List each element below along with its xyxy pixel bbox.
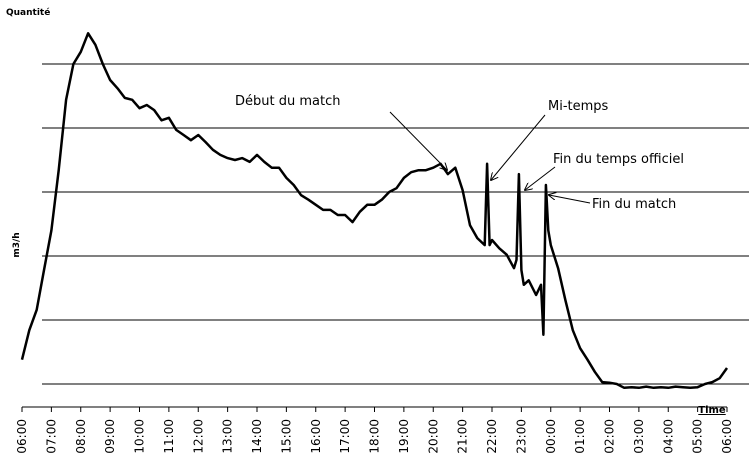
annotation-arrow: [525, 166, 556, 190]
x-axis-label: Time: [698, 405, 726, 416]
annotation: Mi-temps: [548, 99, 609, 114]
x-tick-label: 11:00: [162, 419, 176, 454]
x-tick-label: 20:00: [426, 419, 440, 454]
x-tick-label: 22:00: [485, 419, 499, 454]
x-tick-label: 12:00: [191, 419, 205, 454]
x-tick-label: 02:00: [603, 419, 617, 454]
x-tick-label: 14:00: [250, 419, 264, 454]
x-tick-label: 04:00: [661, 419, 675, 454]
x-tick-label: 10:00: [133, 419, 147, 454]
x-tick-label: 06:00: [720, 419, 734, 454]
x-tick-label: 13:00: [221, 419, 235, 454]
x-tick-label: 09:00: [103, 419, 117, 454]
annotations: Début du match Mi-temps Fin du temps off…: [235, 94, 684, 212]
x-tick-label: 03:00: [632, 419, 646, 454]
annotation-arrow: [389, 111, 447, 170]
annotation: Début du match: [235, 94, 340, 109]
x-tick-label: 18:00: [368, 419, 382, 454]
x-tick-label: 05:00: [691, 419, 705, 454]
annotation-arrow: [549, 195, 591, 204]
x-tick-label: 06:00: [15, 419, 29, 454]
x-tick-label: 07:00: [44, 419, 58, 454]
chart-title: Quantité: [6, 7, 50, 18]
y-axis-label: m3/h: [12, 232, 22, 257]
x-tick-label: 19:00: [397, 419, 411, 454]
annotation: Fin du match: [592, 197, 676, 212]
x-tick-label: 00:00: [544, 419, 558, 454]
x-tick-label: 08:00: [74, 419, 88, 454]
x-tick-label: 21:00: [456, 419, 470, 454]
x-tick-label: 23:00: [514, 419, 528, 454]
x-tick-label: 01:00: [573, 419, 587, 454]
annotation-arrow: [491, 114, 546, 180]
x-tick-label: 17:00: [338, 419, 352, 454]
data-line: [20, 32, 729, 390]
x-tick-label: 16:00: [309, 419, 323, 454]
annotation: Fin du temps officiel: [553, 152, 684, 167]
x-tick-label: 15:00: [279, 419, 293, 454]
